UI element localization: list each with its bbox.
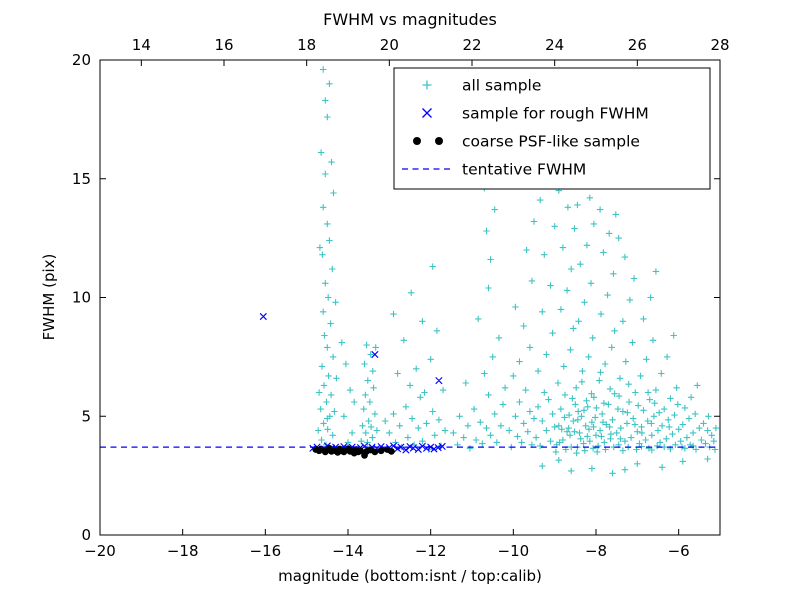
- x-tick-label: −14: [332, 542, 364, 560]
- legend-label: all sample: [462, 77, 541, 95]
- legend-label: tentative FWHM: [462, 161, 586, 179]
- legend: all sample sample for rough FWHM coarse PS…: [393, 67, 711, 190]
- series-all-sample: [315, 66, 720, 477]
- x-tick-label: −18: [167, 542, 199, 560]
- circle-marker-icon: [435, 137, 443, 145]
- y-axis-label: FWHM (pix): [40, 254, 58, 341]
- top-x-tick-label: 28: [710, 36, 729, 54]
- top-x-tick-label: 18: [297, 36, 316, 54]
- plot-frame: [99, 59, 721, 536]
- y-tick-label: 15: [72, 170, 91, 188]
- legend-label: sample for rough FWHM: [462, 105, 649, 123]
- x-axis-label: magnitude (bottom:isnt / top:calib): [278, 567, 542, 585]
- circle-marker-icon: [413, 137, 421, 145]
- x-tick-label: −10: [498, 542, 530, 560]
- plus-marker-icon: [422, 80, 432, 90]
- legend-item: coarse PSF-like sample: [413, 133, 640, 151]
- top-x-tick-label: 26: [628, 36, 647, 54]
- x-tick-label: −12: [415, 542, 447, 560]
- x-tick-label: −8: [585, 542, 607, 560]
- legend-item: sample for rough FWHM: [422, 105, 649, 123]
- y-tick-label: 5: [81, 407, 91, 425]
- y-tick-label: 0: [81, 526, 91, 544]
- chart-title: FWHM vs magnitudes: [323, 10, 497, 29]
- legend-item: all sample: [422, 77, 541, 95]
- y-tick-label: 20: [72, 51, 91, 69]
- y-tick-label: 10: [72, 289, 91, 307]
- x-tick-label: −20: [84, 542, 116, 560]
- x-tick-label: −6: [668, 542, 690, 560]
- series-coarse-PSF-like-sample: [312, 444, 395, 459]
- plot-area: −20 −18 −16 −14 −12 −10 −8 −6 14 16 18 20 22 24 26 28 0 5…: [72, 36, 730, 560]
- legend-item: tentative FWHM: [402, 161, 586, 179]
- series-sample-for-rough-FWHM: [259, 312, 446, 454]
- top-x-tick-label: 14: [132, 36, 151, 54]
- x-tick-label: −16: [250, 542, 282, 560]
- legend-label: coarse PSF-like sample: [462, 133, 640, 151]
- tick-labels: −20 −18 −16 −14 −12 −10 −8 −6 14 16 18 20 22 24 26 28 0 5…: [72, 36, 730, 560]
- top-x-tick-label: 20: [380, 36, 399, 54]
- top-x-tick-label: 22: [462, 36, 481, 54]
- x-marker-icon: [422, 108, 432, 118]
- top-x-tick-label: 24: [545, 36, 564, 54]
- top-x-tick-label: 16: [214, 36, 233, 54]
